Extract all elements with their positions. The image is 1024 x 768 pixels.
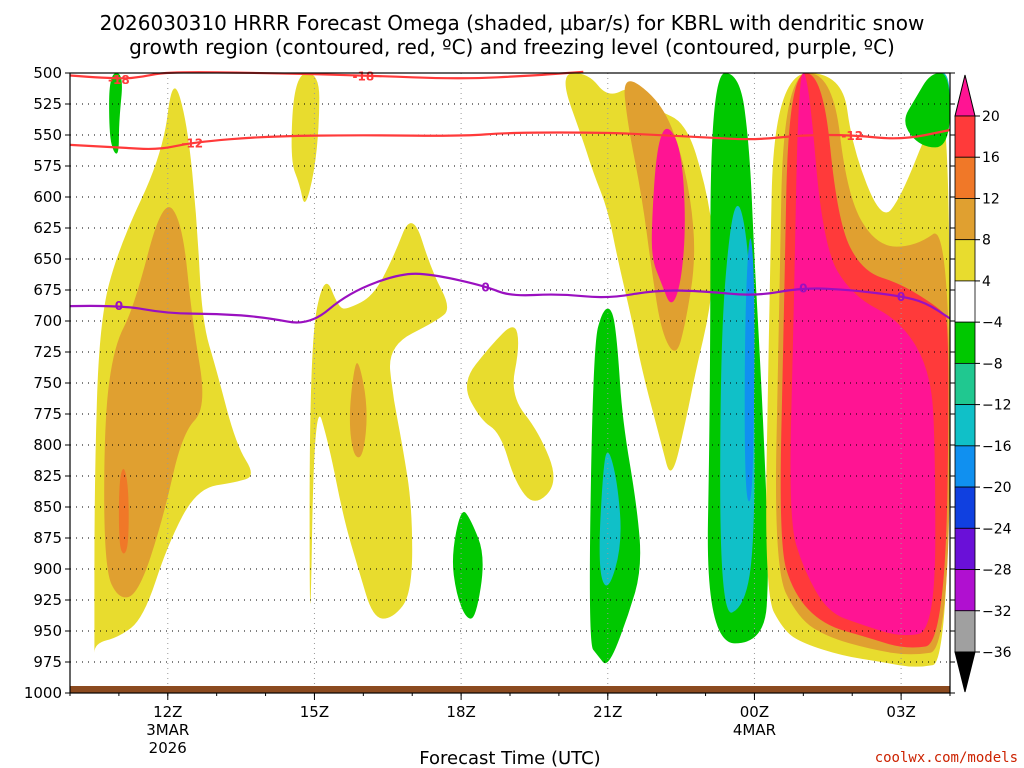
- y-tick-label-775: 775: [33, 405, 62, 423]
- colorbar-label: 20: [982, 109, 1000, 125]
- y-tick-label-800: 800: [33, 436, 62, 454]
- omega-region-yellow-18: [466, 327, 554, 501]
- y-tick-label-575: 575: [33, 157, 62, 175]
- credit-text: coolwx.com/models: [875, 750, 1018, 766]
- contour-label-freezing_level: 0: [799, 282, 807, 296]
- colorbar-label: −8: [982, 356, 1003, 372]
- omega-region-yellow-top15: [291, 73, 320, 202]
- x-axis-title: Forecast Time (UTC): [419, 748, 600, 768]
- ground-layer: [70, 686, 950, 693]
- y-tick-label-850: 850: [33, 498, 62, 516]
- y-tick-label-650: 650: [33, 250, 62, 268]
- omega-region-yellow-mid: [309, 223, 448, 619]
- colorbar-label: −28: [982, 563, 1012, 579]
- colorbar-swatch: [954, 527, 976, 570]
- y-tick-label-1000: 1000: [24, 684, 62, 702]
- colorbar-swatch: [954, 486, 976, 529]
- x-tick-label-15Z: 15Z: [300, 703, 329, 721]
- x-tick-label-12Z: 12Z: [153, 703, 182, 721]
- contour-label-dgz_minus12: -12: [181, 136, 203, 150]
- colorbar-swatch: [954, 404, 976, 447]
- y-tick-label-725: 725: [33, 343, 62, 361]
- contour-label-dgz_minus12: -12: [841, 129, 863, 143]
- x-tick-label-00Z: 00Z: [740, 703, 769, 721]
- y-tick-label-675: 675: [33, 281, 62, 299]
- x-tick-label-18Z: 18Z: [446, 703, 475, 721]
- x-tick-label-21Z: 21Z: [593, 703, 622, 721]
- omega-region-orange-core-left: [118, 468, 129, 554]
- colorbar-swatch: [954, 362, 976, 406]
- colorbar-swatch: [954, 280, 976, 323]
- colorbar-top-arrow: [954, 74, 976, 117]
- colorbar-swatch: [954, 239, 976, 282]
- y-tick-label-900: 900: [33, 560, 62, 578]
- colorbar-swatch: [954, 445, 976, 488]
- colorbar-label: 8: [982, 233, 991, 249]
- y-tick-label-625: 625: [33, 219, 62, 237]
- colorbar-swatch: [954, 321, 976, 364]
- colorbar-label: 12: [982, 191, 1000, 207]
- colorbar-label: −20: [982, 480, 1012, 496]
- plot-grid: [70, 73, 950, 693]
- contour-label-dgz_minus18: -18: [108, 73, 130, 87]
- x-tick-label-03Z: 03Z: [886, 703, 915, 721]
- colorbar-label: −24: [982, 521, 1012, 537]
- y-tick-label-525: 525: [33, 95, 62, 113]
- omega-region-orange-mid: [349, 363, 367, 458]
- omega-region-group: [94, 73, 950, 667]
- omega-region-green-top-right: [905, 73, 950, 148]
- colorbar-label: 16: [982, 150, 1000, 166]
- colorbar-label: −4: [982, 315, 1003, 331]
- colorbar-swatch: [954, 610, 976, 653]
- x-tick-sublabel: 3MAR: [146, 721, 189, 739]
- omega-region-orange-left: [104, 207, 203, 598]
- y-tick-label-975: 975: [33, 653, 62, 671]
- colorbar-label: 4: [982, 274, 991, 290]
- contour-label-dgz_minus18: -18: [352, 69, 374, 83]
- x-tick-sublabel: 4MAR: [733, 721, 776, 739]
- colorbar-bottom-arrow: [954, 651, 976, 693]
- y-axis: 500 525 550 575 600 625 650 675 700 725 750 775 800 8…: [24, 64, 955, 702]
- chart-title-line2: growth region (contoured, red, ºC) and f…: [129, 35, 895, 59]
- omega-region-cyan-21: [599, 452, 621, 586]
- y-tick-label-950: 950: [33, 622, 62, 640]
- colorbar-label: −36: [982, 645, 1012, 661]
- colorbar-swatch: [954, 115, 976, 158]
- y-tick-label-750: 750: [33, 374, 62, 392]
- omega-region-green-left: [109, 73, 122, 154]
- colorbar: 20 16 12 8 4 −4 −8 −12 −16 −20 −24 −28 −32 −36: [954, 74, 1012, 693]
- y-tick-label-600: 600: [33, 188, 62, 206]
- contour-label-freezing_level: 0: [481, 280, 489, 294]
- colorbar-swatch: [954, 569, 976, 612]
- contour-freezing_level: [69, 272, 951, 324]
- y-tick-label-825: 825: [33, 467, 62, 485]
- omega-region-blue-2330: [744, 238, 755, 502]
- colorbar-label: −12: [982, 398, 1012, 414]
- contour-dgz_minus12: [69, 128, 951, 151]
- x-tick-sublabel: 2026: [149, 739, 187, 757]
- y-tick-label-925: 925: [33, 591, 62, 609]
- contour-label-freezing_level: 0: [115, 299, 123, 313]
- contour-label-freezing_level: 0: [897, 290, 905, 304]
- y-tick-label-500: 500: [33, 64, 62, 82]
- y-tick-label-550: 550: [33, 126, 62, 144]
- omega-region-magenta-0130: [790, 73, 936, 636]
- colorbar-swatch: [954, 198, 976, 241]
- contour-dgz_minus18: [69, 70, 584, 80]
- y-tick-label-700: 700: [33, 312, 62, 330]
- omega-region-green-1830: [452, 511, 483, 619]
- colorbar-label: −16: [982, 439, 1012, 455]
- colorbar-swatch: [954, 156, 976, 199]
- colorbar-label: −32: [982, 604, 1012, 620]
- y-tick-label-875: 875: [33, 529, 62, 547]
- omega-shading: [94, 73, 950, 667]
- chart-title-line1: 2026030310 HRRR Forecast Omega (shaded, …: [100, 11, 925, 35]
